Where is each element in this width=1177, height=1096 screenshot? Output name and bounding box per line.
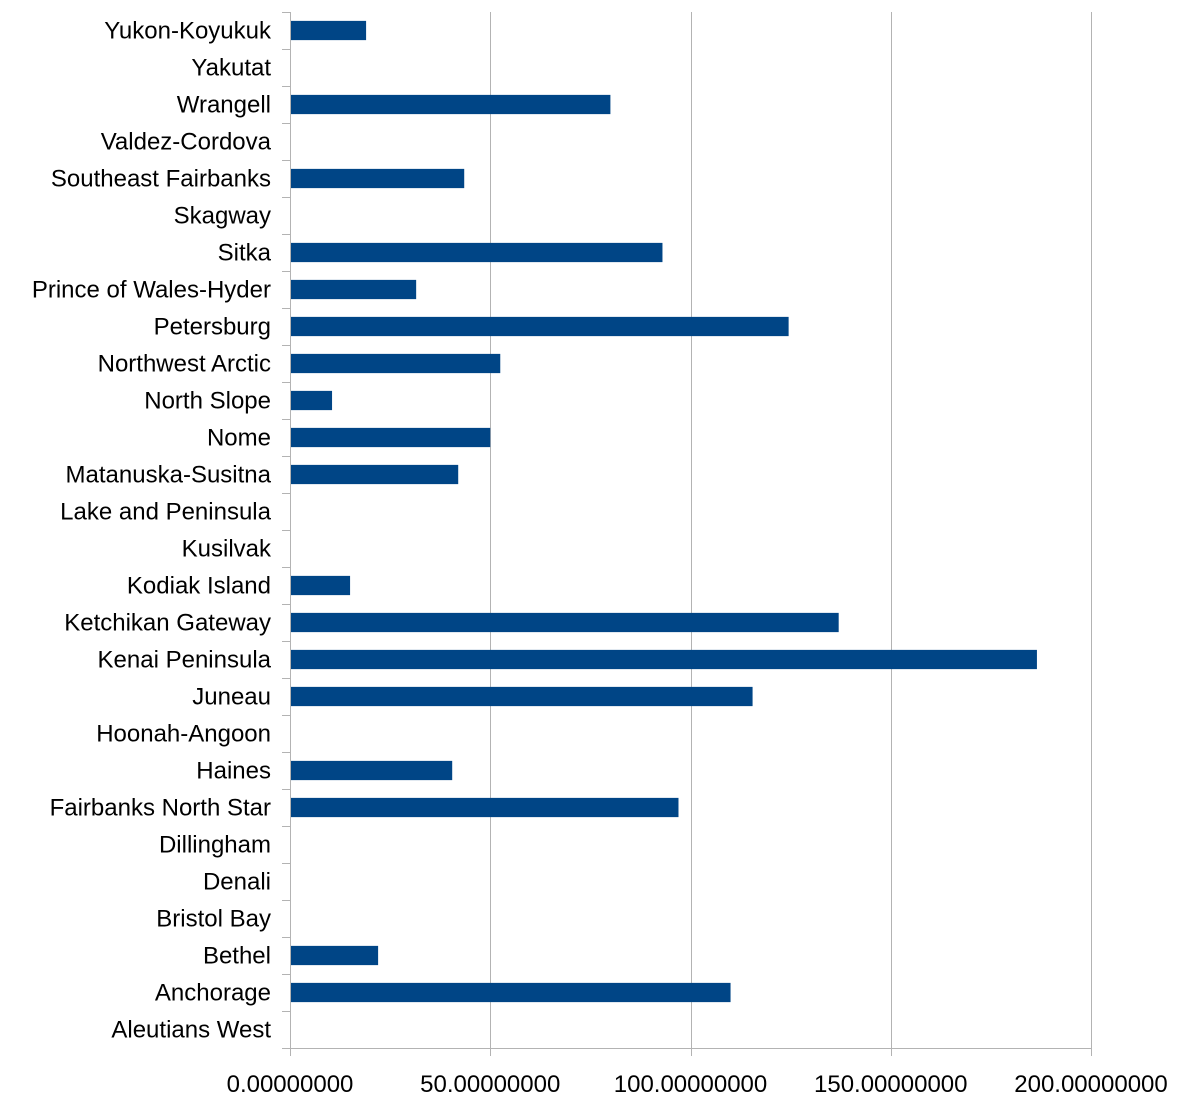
category-label-3: Valdez-Cordova <box>101 129 272 156</box>
category-label-16: Ketchikan Gateway <box>64 610 271 637</box>
x-tick-label-3: 150.00000000 <box>814 1071 968 1096</box>
category-label-12: Matanuska-Susitna <box>66 462 272 489</box>
gridlines <box>491 12 1092 1048</box>
category-label-18: Juneau <box>192 684 271 711</box>
x-tick-labels: 0.00000000 50.00000000 100.00000000 150.000… <box>227 1071 1168 1096</box>
bar-26 <box>290 983 731 1002</box>
category-label-1: Yakutat <box>191 55 271 82</box>
category-label-25: Bethel <box>203 943 271 970</box>
category-label-6: Sitka <box>218 240 272 267</box>
axes <box>282 12 1092 1056</box>
category-label-8: Petersburg <box>154 314 271 341</box>
bar-2 <box>290 95 610 114</box>
category-label-5: Skagway <box>174 203 271 230</box>
bar-18 <box>290 687 753 706</box>
bar-9 <box>290 354 500 373</box>
bar-6 <box>290 243 662 262</box>
category-label-4: Southeast Fairbanks <box>51 166 271 193</box>
bar-16 <box>290 613 839 632</box>
category-label-17: Kenai Peninsula <box>98 647 272 674</box>
bar-8 <box>290 317 789 336</box>
category-label-15: Kodiak Island <box>127 573 271 600</box>
bar-4 <box>290 169 464 188</box>
bar-17 <box>290 650 1037 669</box>
x-tick-label-2: 100.00000000 <box>614 1071 768 1096</box>
x-tick-label-0: 0.00000000 <box>227 1071 354 1096</box>
bar-0 <box>290 21 366 40</box>
category-label-22: Dillingham <box>159 832 271 859</box>
category-label-11: Nome <box>207 425 271 452</box>
bar-10 <box>290 391 332 410</box>
category-label-26: Anchorage <box>155 980 271 1007</box>
category-label-19: Hoonah-Angoon <box>96 721 271 748</box>
category-label-0: Yukon-Koyukuk <box>104 18 272 45</box>
bar-12 <box>290 465 458 484</box>
category-label-9: Northwest Arctic <box>98 351 271 378</box>
x-tick-label-1: 50.00000000 <box>420 1071 560 1096</box>
bar-20 <box>290 761 452 780</box>
category-label-20: Haines <box>196 758 271 785</box>
x-tick-label-4: 200.00000000 <box>1014 1071 1168 1096</box>
category-labels: Yukon-Koyukuk Yakutat Wrangell Valdez-Cordo… <box>32 18 272 1044</box>
category-label-7: Prince of Wales-Hyder <box>32 277 271 304</box>
bar-7 <box>290 280 416 299</box>
category-label-24: Bristol Bay <box>156 906 271 933</box>
category-label-13: Lake and Peninsula <box>60 499 271 526</box>
bar-21 <box>290 798 678 817</box>
bar-25 <box>290 946 378 965</box>
category-label-2: Wrangell <box>177 92 271 119</box>
bar-15 <box>290 576 350 595</box>
category-label-21: Fairbanks North Star <box>50 795 271 822</box>
bars <box>290 21 1037 1002</box>
bar-11 <box>290 428 490 447</box>
category-label-27: Aleutians West <box>111 1017 271 1044</box>
category-label-14: Kusilvak <box>182 536 272 563</box>
category-label-23: Denali <box>203 869 271 896</box>
category-label-10: North Slope <box>144 388 271 415</box>
